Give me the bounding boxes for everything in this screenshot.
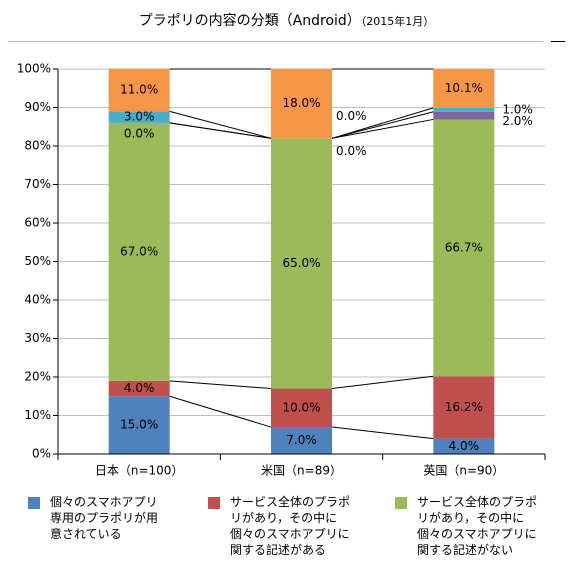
series-line xyxy=(331,107,434,139)
bar-segment xyxy=(108,69,170,112)
bar-segment xyxy=(433,438,495,454)
series-line xyxy=(169,110,272,139)
data-label: 7.0% xyxy=(286,433,317,447)
legend-swatch xyxy=(208,497,220,509)
data-label: 65.0% xyxy=(282,256,320,270)
y-tick-label: 100% xyxy=(17,62,51,76)
y-tick-label: 30% xyxy=(24,331,51,345)
legend-label: サービス全体のプラポ リがあり，その中に 個々のスマホアプリに 関する記述がある xyxy=(230,495,351,557)
bar-segment xyxy=(271,388,332,428)
data-label: 18.0% xyxy=(282,96,320,110)
data-label: 15.0% xyxy=(120,418,158,432)
bar-segment xyxy=(108,111,170,123)
data-label: 2.0% xyxy=(502,114,533,128)
chart-title-text: プラポリの内容の分類（Android） xyxy=(138,13,361,29)
y-tick-label: 60% xyxy=(24,216,51,230)
data-label: 4.0% xyxy=(449,439,480,453)
y-tick-label: 80% xyxy=(24,139,51,153)
legend-swatch xyxy=(395,497,407,509)
legend: 個々のスマホアプリ 専用のプラポリが用 意されている サービス全体のプラポ リがあ… xyxy=(0,490,573,578)
bar-segment xyxy=(108,380,170,397)
data-label: 1.0% xyxy=(502,102,533,116)
bar-segment xyxy=(433,107,495,112)
legend-swatch xyxy=(28,497,40,509)
bar-segment xyxy=(108,122,170,381)
data-label: 67.0% xyxy=(120,244,158,258)
bar-segment xyxy=(108,396,170,454)
data-label: 4.0% xyxy=(124,381,155,395)
series-line xyxy=(169,122,272,139)
x-tick-label: 米国（n=89） xyxy=(261,464,342,478)
series-line xyxy=(331,118,434,139)
data-label: 3.0% xyxy=(124,110,155,124)
bar-segment xyxy=(271,427,332,454)
y-tick-label: 10% xyxy=(24,408,51,422)
data-label: 0.0% xyxy=(336,109,367,123)
bar-segment xyxy=(433,119,495,377)
chart-title: プラポリの内容の分類（Android）（2015年1月） xyxy=(0,10,573,30)
data-label: 11.0% xyxy=(120,83,158,97)
bar-segment xyxy=(433,69,495,108)
legend-label: 個々のスマホアプリ 専用のプラポリが用 意されている xyxy=(50,495,159,541)
bar-segment xyxy=(433,111,495,120)
series-line xyxy=(331,426,434,440)
bar-segment xyxy=(271,69,332,139)
data-label: 66.7% xyxy=(445,240,483,254)
x-tick-label: 日本（n=100） xyxy=(95,464,184,478)
title-divider-end xyxy=(551,41,565,42)
title-divider xyxy=(8,41,543,42)
stacked-bar-chart: 0% 10% 20% 30% 40% 50% 60% 70% 80% 90% 100% 日本（n=10… xyxy=(17,62,546,478)
series-line xyxy=(169,395,272,428)
legend-label: サービス全体のプラポ リがあり，その中に 個々のスマホアプリに 関する記述がない xyxy=(417,495,538,557)
y-tick-label: 90% xyxy=(24,100,51,114)
chart-subtitle: （2015年1月） xyxy=(360,15,435,28)
series-line xyxy=(169,380,272,390)
data-label: 16.2% xyxy=(445,400,483,414)
series-line xyxy=(331,111,434,139)
data-label: 0.0% xyxy=(124,126,155,140)
bar-segment xyxy=(433,376,495,439)
y-tick-label: 50% xyxy=(24,254,51,268)
x-tick-label: 英国（n=90） xyxy=(423,464,504,478)
bar-segment xyxy=(271,138,332,389)
data-label: 10.1% xyxy=(445,81,483,95)
data-label: 0.0% xyxy=(336,144,367,158)
y-tick-label: 70% xyxy=(24,177,51,191)
y-tick-label: 0% xyxy=(32,447,51,461)
y-tick-label: 40% xyxy=(24,293,51,307)
y-tick-label: 20% xyxy=(24,370,51,384)
data-label: 10.0% xyxy=(282,400,320,414)
series-line xyxy=(331,375,434,390)
